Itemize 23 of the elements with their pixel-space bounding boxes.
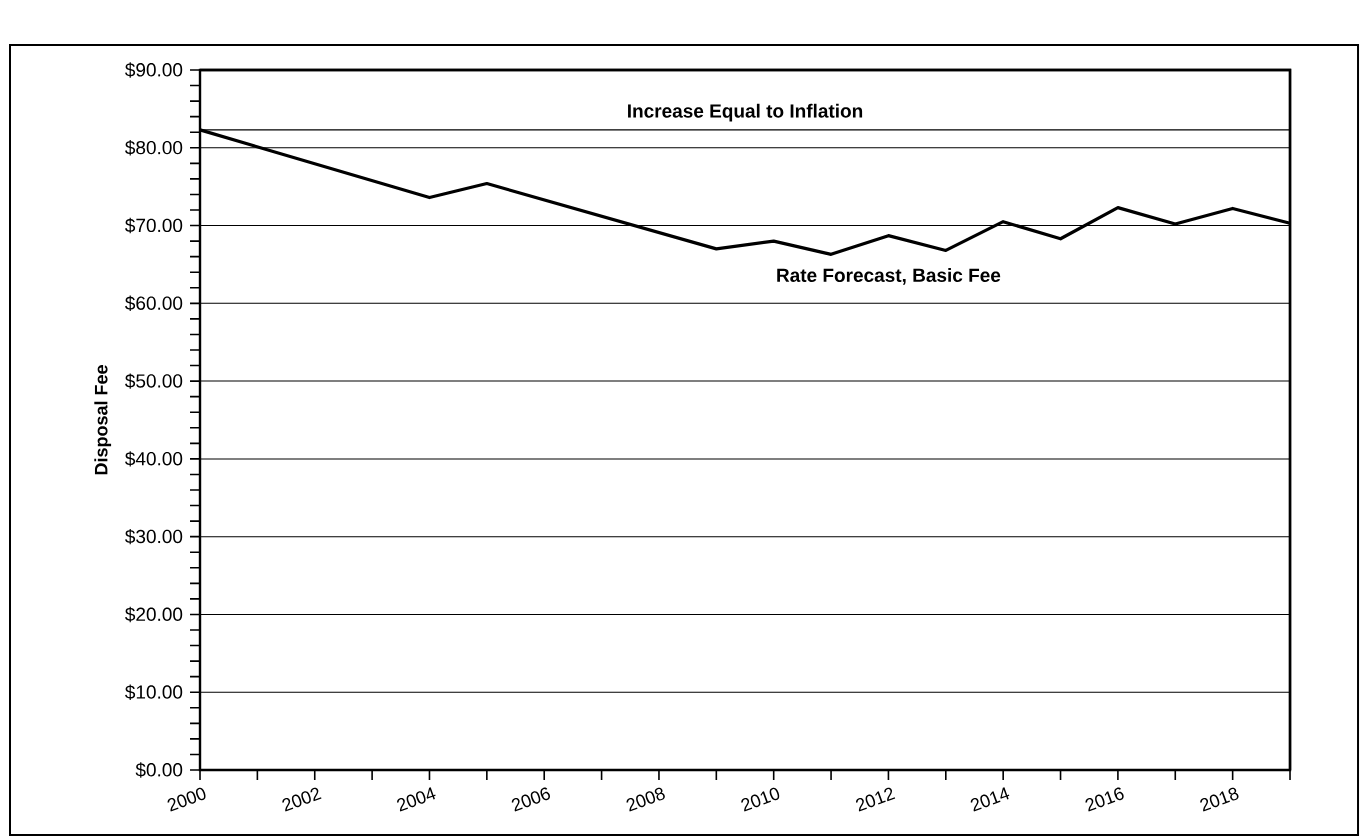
x-tick-label: 2008 (626, 787, 665, 812)
y-tick-label: $40.00 (125, 451, 183, 467)
y-tick-label: $30.00 (125, 528, 183, 545)
ref-line-label: Increase Equal to Inflation (628, 103, 863, 122)
x-tick-label: 2010 (741, 787, 780, 812)
x-tick-label: 2006 (511, 787, 551, 812)
y-tick-label: $60.00 (125, 295, 183, 312)
x-tick-label: 2012 (856, 787, 896, 812)
x-tick-label: 2004 (397, 787, 436, 812)
y-tick-label: $50.00 (125, 373, 183, 389)
x-tick-label: 2018 (1200, 787, 1239, 812)
x-tick-label: 2000 (167, 787, 206, 812)
y-tick-label: $0.00 (135, 762, 183, 778)
x-tick-label: 2014 (970, 787, 1010, 812)
x-tick-label: 2002 (282, 787, 322, 812)
y-tick-label: $90.00 (125, 62, 183, 78)
y-tick-label: $80.00 (125, 140, 183, 156)
y-tick-label: $70.00 (125, 217, 183, 234)
series-label: Rate Forecast, Basic Fee (777, 268, 1001, 285)
x-tick-label: 2016 (1085, 787, 1124, 812)
y-axis-title: Disposal Fee (94, 365, 112, 475)
y-tick-label: $20.00 (125, 606, 183, 623)
y-tick-label: $10.00 (125, 684, 183, 700)
